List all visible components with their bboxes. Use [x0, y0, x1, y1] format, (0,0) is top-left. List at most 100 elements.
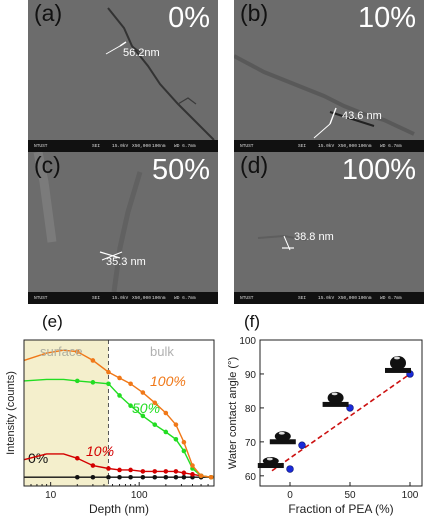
series-point: [173, 436, 179, 442]
crack-lines-c: [33, 152, 143, 293]
annotation-surface: surface: [40, 344, 83, 359]
percent-label-b: 10%: [357, 2, 416, 34]
panel-label-b: (b): [240, 0, 269, 26]
data-point: [298, 441, 306, 449]
info-c: X50,000: [338, 144, 357, 149]
info-a: SEI: [92, 144, 101, 149]
info-left: NTUST: [34, 144, 48, 149]
series-point: [173, 469, 179, 474]
series-point: [140, 390, 146, 395]
series-point: [198, 473, 204, 479]
info-c: X50,000: [338, 296, 357, 301]
info-left: NTUST: [240, 296, 254, 301]
info-e: WD 6.7mm: [174, 296, 196, 301]
x-axis-label: Fraction of PEA (%): [288, 502, 393, 516]
info-a: SEI: [298, 144, 307, 149]
series-point: [163, 474, 169, 480]
y-tick-label: 80: [245, 404, 257, 415]
measure-label-c: 35.3 nm: [106, 256, 146, 268]
sem-infobar-d: NTUST SEI 15.0kV X50,000 100nm WD 6.7mm: [234, 292, 424, 304]
info-c: X50,000: [132, 296, 151, 301]
series-line-2: [23, 378, 212, 478]
series-point: [163, 410, 169, 416]
series-point: [117, 474, 122, 480]
droplet-body: [327, 391, 344, 404]
info-left: NTUST: [240, 144, 254, 149]
series-point: [190, 472, 195, 477]
fit-line: [271, 373, 411, 472]
data-point: [286, 465, 294, 473]
panel-label-e: (e): [42, 312, 63, 331]
droplet-body: [390, 355, 406, 370]
info-b: 15.0kV: [318, 296, 335, 301]
droplet-substrate: [322, 401, 349, 407]
series-point: [75, 455, 80, 461]
series-point: [190, 463, 195, 468]
series-label-0: 0%: [28, 450, 48, 466]
surface-region: [24, 340, 109, 486]
sem-infobar-c: NTUST SEI 15.0kV X50,000 100nm WD 6.7mm: [28, 292, 218, 304]
y-axis-label: Intensity (counts): [5, 371, 17, 455]
series-line-3: [23, 349, 212, 478]
droplet-substrate: [269, 439, 296, 445]
y-tick-label: 60: [245, 472, 257, 483]
x-tick-label: 100: [131, 490, 148, 501]
info-b: 15.0kV: [112, 296, 129, 301]
sem-infobar-b: NTUST SEI 15.0kV X50,000 100nm WD 6.7mm: [234, 140, 424, 152]
series-point: [90, 463, 96, 468]
droplet-substrate: [385, 367, 411, 373]
droplet-substrate: [257, 463, 284, 469]
info-c: X50,000: [132, 144, 151, 149]
info-b: 15.0kV: [318, 144, 335, 149]
series-point: [152, 400, 158, 406]
series-point: [181, 470, 187, 476]
crack-lines-b: [234, 54, 415, 139]
measure-label-a: 56.2nm: [123, 47, 160, 59]
info-d: 100nm: [152, 144, 166, 149]
series-point: [128, 467, 133, 473]
series-point: [117, 375, 122, 381]
series-line-1: [23, 453, 212, 478]
droplet-icon: [257, 457, 284, 469]
series-point: [90, 474, 96, 480]
series-point: [163, 429, 169, 435]
sem-panel-b: (b) 10% 43.6 nm NTUST SEI 15.0kV X50,000…: [234, 0, 424, 152]
crack-lines-d: [257, 234, 307, 251]
series-point: [106, 466, 111, 471]
droplet-highlight: [331, 392, 338, 396]
series-point: [75, 349, 80, 354]
panel-label-c: (c): [34, 152, 61, 178]
info-a: SEI: [92, 296, 101, 301]
droplet-highlight: [394, 356, 400, 360]
series-point: [181, 474, 187, 480]
series-point: [128, 381, 133, 387]
series-point: [106, 381, 111, 387]
info-left: NTUST: [34, 296, 48, 301]
series-point: [75, 474, 80, 480]
info-e: WD 6.7mm: [380, 296, 402, 301]
series-label-3: 100%: [150, 373, 186, 389]
x-tick-label: 0: [287, 490, 293, 501]
info-e: WD 6.7mm: [174, 144, 196, 149]
contact-angle-chart: 60 70 80 90 100 0 50 100 Fraction of PEA (%) Wate…: [227, 336, 423, 516]
series-point: [106, 369, 111, 375]
series-point: [140, 474, 146, 480]
percent-label-c: 50%: [151, 154, 210, 186]
series-label-1: 10%: [86, 443, 114, 459]
info-e: WD 6.7mm: [380, 144, 402, 149]
droplet-icon: [385, 355, 411, 373]
x-tick-label: 100: [402, 490, 419, 501]
series-point: [152, 469, 158, 474]
series-point: [75, 378, 80, 384]
sem-panel-c: (c) 50% 35.3 nm NTUST SEI 15.0kV X50,000…: [28, 152, 218, 304]
series-point: [117, 467, 122, 473]
y-tick-label: 100: [239, 336, 256, 347]
droplet-highlight: [278, 431, 285, 435]
series-point: [181, 448, 187, 454]
x-axis-label: Depth (nm): [89, 502, 149, 516]
plot-frame: [259, 339, 423, 487]
series-point: [128, 403, 133, 408]
y-axis-label: Water contact angle (°): [227, 357, 239, 469]
y-tick-label: 70: [245, 438, 257, 449]
series-point: [173, 422, 179, 427]
